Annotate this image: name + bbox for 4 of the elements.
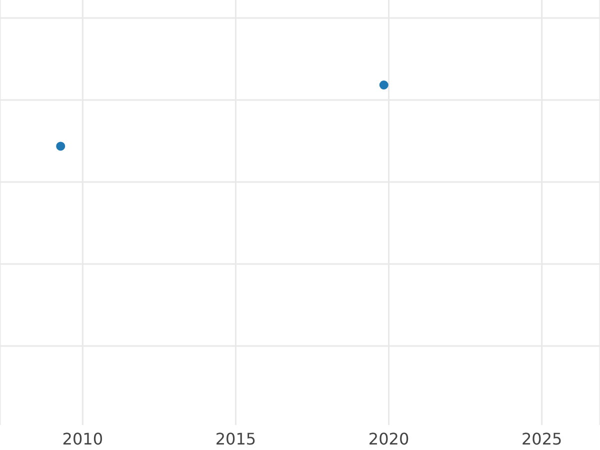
x-tick-label: 2015 [215, 429, 256, 448]
x-tick-label: 2025 [521, 429, 562, 448]
x-tick-label: 2010 [62, 429, 104, 448]
x-tick-label: 2020 [368, 429, 410, 448]
